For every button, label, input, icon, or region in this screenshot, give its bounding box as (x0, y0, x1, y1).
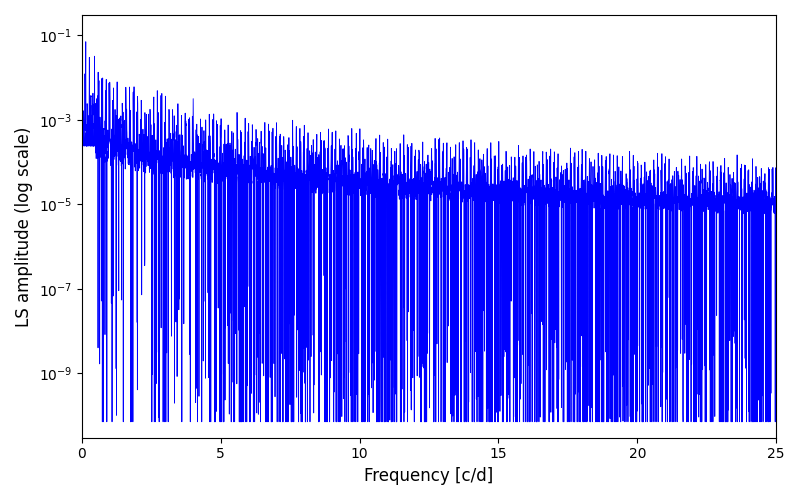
X-axis label: Frequency [c/d]: Frequency [c/d] (364, 467, 494, 485)
Y-axis label: LS amplitude (log scale): LS amplitude (log scale) (15, 126, 33, 326)
